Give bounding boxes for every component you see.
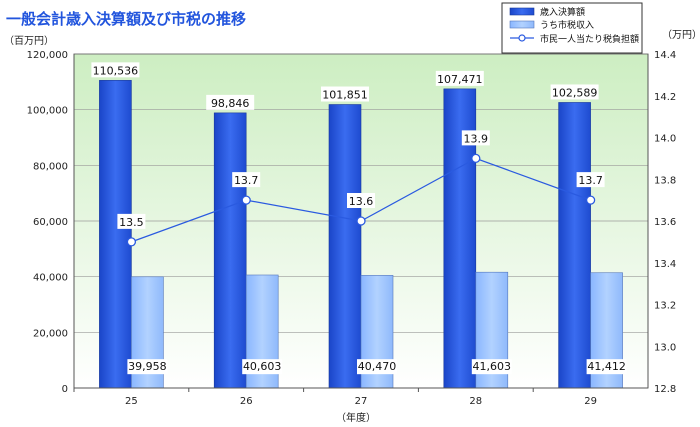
bar-revenue — [328, 104, 362, 389]
revenue-label-bg — [321, 86, 369, 102]
bars — [99, 80, 623, 389]
legend-label-revenue: 歳入決算額 — [540, 6, 585, 18]
right-axis-unit: （万円） — [662, 29, 700, 41]
legend: 歳入決算額 うち市税収入 市民一人当たり税負担額 — [501, 2, 643, 54]
right-tick-label: 13.4 — [654, 259, 676, 270]
legend-label-city-tax: うち市税収入 — [540, 19, 594, 31]
right-tick-label: 13.2 — [654, 301, 676, 312]
data-labels: 110,536 39,958 98,846 40,603 101,851 40,470 10… — [91, 62, 627, 375]
revenue-value-label: 101,851 — [322, 89, 368, 102]
x-axis-label: （年度） — [336, 411, 376, 424]
tax-burden-value-label: 13.7 — [578, 174, 603, 187]
bar-revenue — [99, 80, 132, 389]
city-tax-value-label: 40,603 — [243, 360, 282, 373]
right-tick-label: 14.2 — [654, 92, 676, 103]
left-tick-label: 100,000 — [27, 106, 68, 117]
left-tick-label: 20,000 — [33, 328, 68, 339]
tax-burden-point — [241, 195, 251, 205]
tax-burden-line — [126, 153, 596, 247]
legend-label-tax-burden: 市民一人当たり税負担額 — [540, 33, 639, 45]
tax-burden-point — [471, 153, 481, 164]
right-tick-label: 14.0 — [654, 134, 676, 145]
bar-revenue — [213, 112, 247, 389]
right-tick-label: 13.0 — [654, 342, 676, 353]
city-tax-label-bg — [127, 359, 168, 375]
legend-swatch-city-tax — [509, 20, 535, 29]
city-tax-value-label: 41,412 — [587, 360, 626, 373]
tax-burden-label-bg — [347, 193, 375, 208]
x-tick-label: 28 — [469, 396, 482, 407]
left-tick-label: 80,000 — [33, 161, 68, 172]
revenue-label-bg — [206, 94, 255, 110]
left-tick-label: 120,000 — [27, 50, 68, 61]
tax-burden-point — [356, 216, 366, 226]
tax-burden-label-bg — [461, 130, 490, 146]
tax-burden-value-label: 13.9 — [464, 132, 489, 145]
x-tick-label: 26 — [240, 396, 253, 407]
legend-marker-tax-burden — [518, 34, 526, 42]
city-tax-label-bg — [586, 359, 627, 375]
right-tick-label: 13.8 — [654, 175, 676, 186]
city-tax-label-bg — [471, 359, 512, 375]
x-tick-label: 29 — [584, 396, 597, 407]
revenue-value-label: 107,471 — [437, 73, 483, 86]
tax-burden-point — [585, 195, 596, 205]
city-tax-label-bg — [357, 359, 397, 375]
revenue-label-bg — [435, 70, 484, 86]
right-tick-label: 13.6 — [654, 217, 676, 228]
city-tax-value-label: 41,603 — [473, 360, 512, 373]
tax-burden-label-bg — [576, 172, 605, 188]
city-tax-value-label: 40,470 — [358, 360, 397, 373]
tax-burden-value-label: 13.5 — [119, 216, 144, 229]
tax-burden-label-bg — [232, 172, 261, 188]
right-tick-label: 12.8 — [654, 384, 676, 395]
tax-burden-value-label: 13.7 — [234, 174, 259, 187]
right-tick-label: 14.4 — [654, 50, 676, 61]
left-axis-unit: （百万円） — [4, 35, 54, 47]
bar-revenue — [558, 102, 591, 389]
revenue-value-label: 98,846 — [211, 97, 250, 110]
left-tick-label: 40,000 — [33, 273, 68, 284]
tax-burden-point — [126, 237, 137, 247]
revenue-value-label: 102,589 — [552, 86, 598, 99]
city-tax-label-bg — [242, 359, 283, 375]
axes: 0 20,000 40,000 60,000 80,000 100,000 120,000 1… — [27, 50, 677, 407]
tax-burden-label-bg — [117, 213, 146, 229]
x-tick-label: 27 — [355, 396, 368, 407]
revenue-label-bg — [91, 62, 140, 78]
revenue-value-label: 110,536 — [93, 64, 139, 77]
chart-title: 一般会計歳入決算額及び市税の推移 — [6, 10, 246, 28]
city-tax-value-label: 39,958 — [128, 360, 167, 373]
x-tick-label: 25 — [125, 396, 138, 407]
left-tick-label: 60,000 — [33, 217, 68, 228]
left-tick-label: 0 — [62, 384, 68, 395]
tax-burden-value-label: 13.6 — [349, 195, 374, 208]
legend-swatch-revenue — [509, 7, 535, 16]
revenue-label-bg — [550, 84, 599, 100]
